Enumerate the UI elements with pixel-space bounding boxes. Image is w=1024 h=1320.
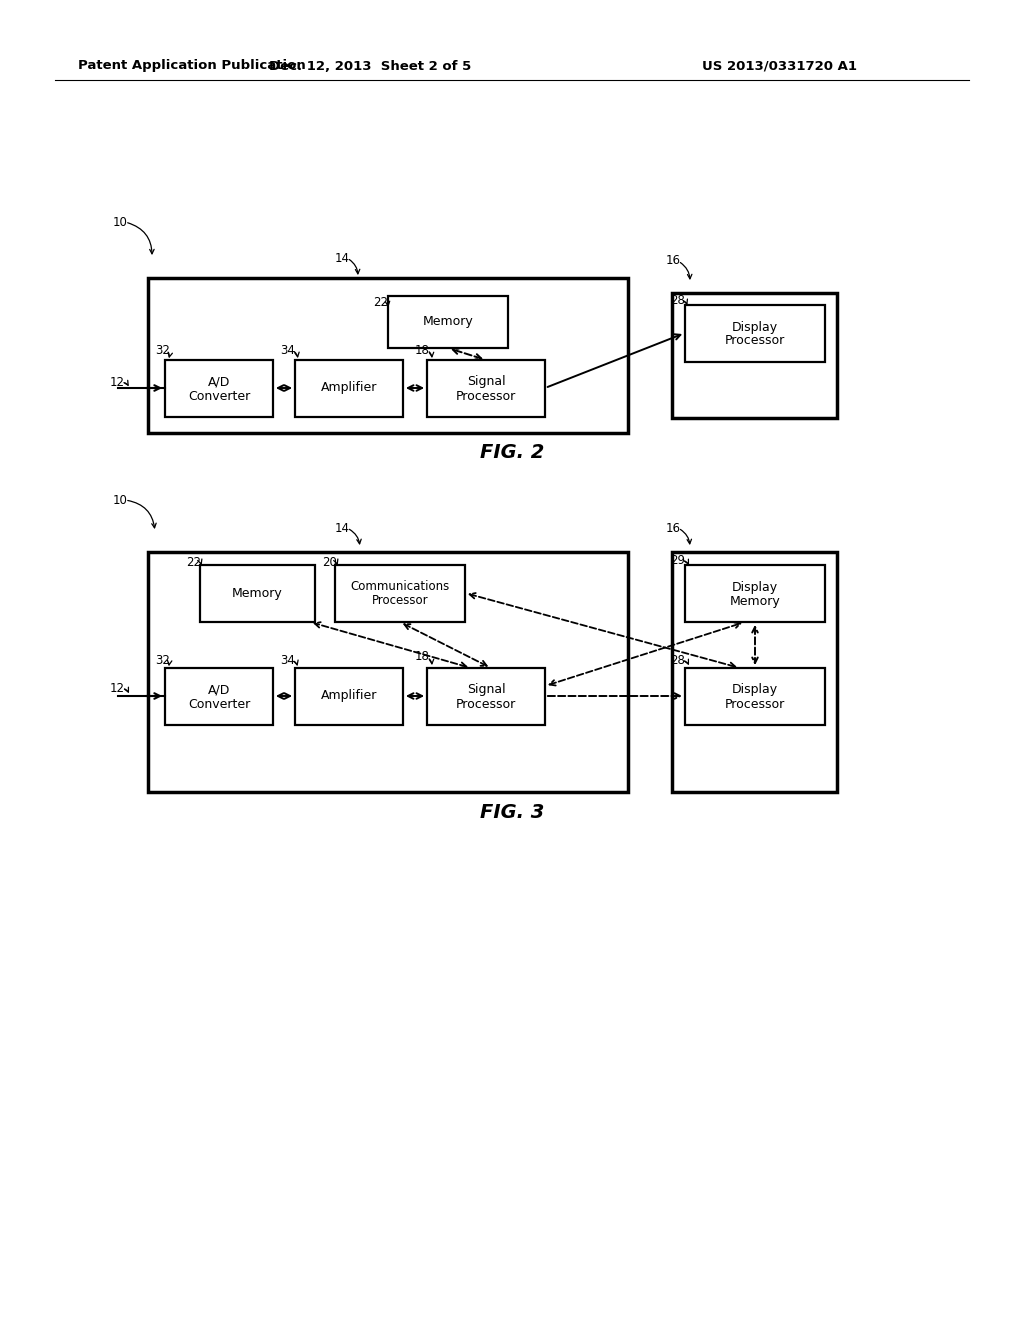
Text: US 2013/0331720 A1: US 2013/0331720 A1 [702, 59, 857, 73]
Bar [165, 360, 273, 417]
Text: A/D: A/D [208, 684, 230, 697]
Text: 28: 28 [670, 653, 685, 667]
Text: Memory: Memory [730, 594, 780, 607]
Bar [335, 565, 465, 622]
Bar [685, 668, 825, 725]
Text: 12: 12 [110, 375, 125, 388]
Text: Communications: Communications [350, 581, 450, 594]
Bar [165, 668, 273, 725]
Bar [672, 293, 837, 418]
Text: 29: 29 [670, 553, 685, 566]
Text: Display: Display [732, 321, 778, 334]
Text: Converter: Converter [187, 389, 250, 403]
Text: 10: 10 [113, 494, 128, 507]
Text: Amplifier: Amplifier [321, 381, 377, 395]
Text: 32: 32 [155, 343, 170, 356]
Text: Display: Display [732, 684, 778, 697]
Text: Amplifier: Amplifier [321, 689, 377, 702]
Text: Processor: Processor [725, 697, 785, 710]
Text: 12: 12 [110, 681, 125, 694]
Text: 18: 18 [415, 651, 430, 664]
Bar [685, 565, 825, 622]
Text: 10: 10 [113, 215, 128, 228]
Text: 22: 22 [373, 297, 388, 309]
Text: A/D: A/D [208, 375, 230, 388]
Bar [427, 668, 545, 725]
Text: 20: 20 [322, 556, 337, 569]
Bar [148, 279, 628, 433]
Bar [295, 360, 403, 417]
Text: Dec. 12, 2013  Sheet 2 of 5: Dec. 12, 2013 Sheet 2 of 5 [269, 59, 471, 73]
Bar [295, 668, 403, 725]
Text: Patent Application Publication: Patent Application Publication [78, 59, 306, 73]
Text: 34: 34 [280, 653, 295, 667]
Text: 32: 32 [155, 653, 170, 667]
Text: 18: 18 [415, 343, 430, 356]
Text: 16: 16 [666, 521, 681, 535]
Text: Display: Display [732, 581, 778, 594]
Text: 14: 14 [335, 252, 350, 264]
Text: FIG. 3: FIG. 3 [480, 803, 544, 821]
Text: Signal: Signal [467, 684, 505, 697]
Text: Memory: Memory [423, 315, 473, 329]
Text: Converter: Converter [187, 697, 250, 710]
Text: 28: 28 [670, 293, 685, 306]
Text: 14: 14 [335, 521, 350, 535]
Bar [200, 565, 315, 622]
Bar [672, 552, 837, 792]
Text: FIG. 2: FIG. 2 [480, 442, 544, 462]
Text: Processor: Processor [456, 389, 516, 403]
Text: Processor: Processor [372, 594, 428, 607]
Text: 34: 34 [280, 343, 295, 356]
Text: Signal: Signal [467, 375, 505, 388]
Text: Processor: Processor [725, 334, 785, 347]
Text: 16: 16 [666, 255, 681, 268]
Text: Processor: Processor [456, 697, 516, 710]
Bar [388, 296, 508, 348]
Text: 22: 22 [186, 556, 201, 569]
Bar [148, 552, 628, 792]
Bar [685, 305, 825, 362]
Bar [427, 360, 545, 417]
Text: Memory: Memory [231, 586, 283, 599]
